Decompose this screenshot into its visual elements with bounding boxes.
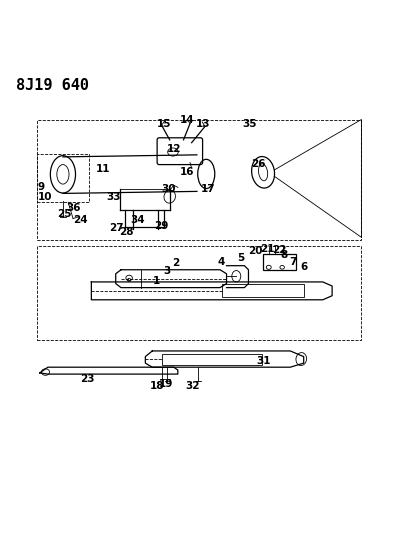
Text: 19: 19: [158, 379, 173, 389]
Text: 29: 29: [154, 221, 168, 231]
Text: 12: 12: [166, 144, 181, 154]
Text: 15: 15: [157, 118, 171, 128]
Text: 33: 33: [106, 192, 121, 203]
Text: 13: 13: [195, 118, 210, 128]
Text: 24: 24: [73, 215, 87, 225]
Bar: [222, 284, 304, 297]
Text: 36: 36: [66, 203, 80, 213]
Bar: [36, 246, 360, 341]
Text: 8J19 640: 8J19 640: [16, 78, 89, 93]
Text: 31: 31: [256, 356, 271, 366]
Text: 6: 6: [300, 262, 307, 271]
Text: 32: 32: [185, 381, 200, 391]
Text: 3: 3: [162, 265, 170, 276]
Text: 5: 5: [237, 253, 244, 263]
Text: 23: 23: [80, 374, 94, 384]
Text: 30: 30: [161, 184, 175, 195]
Text: 9: 9: [37, 182, 44, 192]
Text: 20: 20: [248, 246, 262, 256]
Text: 17: 17: [200, 183, 215, 193]
Text: 18: 18: [150, 381, 164, 391]
Bar: [262, 254, 296, 270]
Text: 10: 10: [38, 192, 53, 201]
Text: 7: 7: [289, 256, 296, 266]
Text: 27: 27: [109, 223, 124, 233]
Text: 14: 14: [180, 115, 194, 125]
Text: 8: 8: [280, 250, 287, 260]
Text: 34: 34: [130, 215, 144, 225]
Text: 25: 25: [57, 209, 71, 219]
Text: 1: 1: [152, 276, 160, 286]
Text: 16: 16: [179, 167, 194, 177]
Text: 11: 11: [96, 164, 111, 174]
Text: 26: 26: [250, 159, 265, 169]
Text: 21: 21: [259, 245, 274, 254]
Text: 28: 28: [119, 227, 134, 237]
Bar: [161, 354, 262, 365]
Bar: [36, 120, 360, 240]
Bar: [36, 155, 88, 203]
Text: 4: 4: [217, 257, 225, 268]
Text: 2: 2: [171, 259, 179, 268]
Text: 35: 35: [242, 118, 256, 128]
Text: 22: 22: [271, 245, 286, 255]
